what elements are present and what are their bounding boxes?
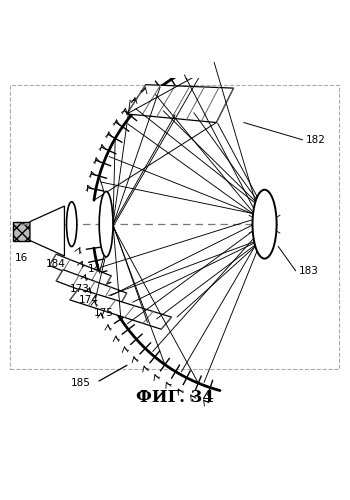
Text: 16: 16 <box>15 254 28 264</box>
Polygon shape <box>127 84 233 122</box>
Text: 175: 175 <box>94 308 114 318</box>
Text: 185: 185 <box>71 378 91 388</box>
Polygon shape <box>70 288 172 329</box>
Bar <box>13 222 30 240</box>
Text: 183: 183 <box>299 266 319 276</box>
Text: 184: 184 <box>46 258 66 268</box>
Polygon shape <box>56 270 127 305</box>
Ellipse shape <box>252 190 276 258</box>
Ellipse shape <box>66 202 77 246</box>
Bar <box>10 84 338 369</box>
Text: 173: 173 <box>70 284 90 294</box>
Ellipse shape <box>99 192 113 257</box>
Polygon shape <box>30 206 64 256</box>
Polygon shape <box>49 254 111 288</box>
Text: 14: 14 <box>88 264 101 274</box>
Text: ФИГ. 34: ФИГ. 34 <box>136 389 214 406</box>
Text: 182: 182 <box>306 135 326 145</box>
Text: 174: 174 <box>78 296 98 306</box>
